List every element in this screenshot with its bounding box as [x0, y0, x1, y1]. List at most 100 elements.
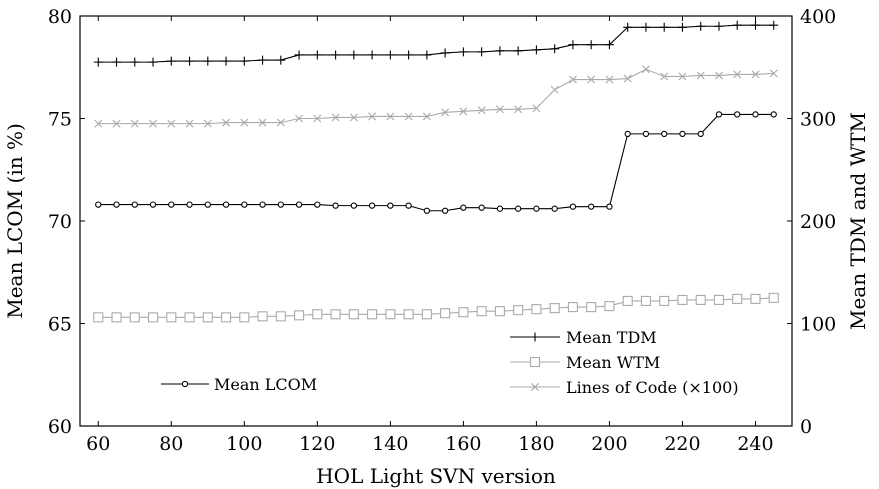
legend-label: Mean WTM [566, 353, 660, 372]
data-point [696, 71, 705, 80]
data-point [733, 70, 742, 79]
x-tick-label: 240 [737, 433, 773, 455]
data-point [642, 130, 650, 138]
data-point [713, 294, 725, 305]
y-right-tick-label: 100 [800, 314, 836, 336]
y-right-tick-label: 200 [800, 211, 836, 233]
data-point [752, 111, 759, 118]
x-tick-label: 100 [226, 433, 262, 455]
series-line [98, 113, 774, 212]
data-point [750, 293, 761, 304]
data-point [386, 112, 395, 121]
data-point [387, 202, 394, 209]
data-point [111, 312, 122, 323]
data-point [276, 118, 285, 127]
data-point [569, 203, 577, 210]
y-left-tick-label: 75 [48, 109, 72, 131]
data-point [769, 20, 779, 30]
data-point [586, 302, 597, 313]
series-2 [94, 65, 778, 128]
data-point [678, 72, 687, 81]
data-point [496, 205, 504, 212]
data-point [422, 50, 432, 60]
y-left-tick-label: 80 [48, 6, 72, 28]
legend-marker [181, 380, 189, 388]
data-point [695, 294, 706, 305]
data-point [239, 312, 250, 323]
data-point [770, 111, 777, 118]
series-3 [95, 111, 777, 214]
data-point [94, 119, 103, 128]
data-point [459, 107, 468, 116]
data-point [203, 56, 213, 66]
data-point [531, 45, 541, 55]
legend-entry: Mean WTM [510, 353, 660, 372]
data-point [495, 46, 505, 56]
data-point [714, 21, 724, 31]
data-point [349, 50, 359, 60]
data-point [606, 203, 613, 210]
legend-label: Mean TDM [566, 328, 657, 347]
data-point [257, 311, 268, 322]
legend-marker [529, 356, 541, 368]
data-point [348, 309, 359, 320]
data-point [258, 55, 268, 65]
data-point [112, 119, 121, 128]
data-point [331, 113, 340, 122]
data-point [314, 201, 321, 208]
legend-label: Lines of Code (×100) [566, 378, 739, 397]
data-point [95, 201, 102, 208]
data-point [734, 111, 741, 118]
data-point [531, 304, 542, 315]
data-point [185, 56, 195, 66]
data-point [587, 75, 596, 84]
data-point [93, 312, 104, 323]
series-0 [93, 20, 779, 67]
data-point [221, 56, 231, 66]
series-line [98, 297, 774, 318]
data-point [148, 57, 158, 67]
data-point [332, 202, 339, 209]
data-point [112, 57, 122, 67]
data-point [184, 312, 195, 323]
data-point [641, 65, 650, 74]
data-point [696, 21, 706, 31]
data-point [513, 305, 524, 316]
legend-entry: Lines of Code (×100) [510, 378, 739, 397]
data-point [385, 309, 396, 320]
x-tick-label: 160 [445, 433, 481, 455]
data-point [494, 306, 505, 317]
data-point [660, 72, 669, 81]
data-point [586, 40, 596, 50]
data-point [659, 22, 669, 32]
data-point [458, 47, 468, 57]
data-point [440, 308, 451, 319]
data-point [367, 50, 377, 60]
data-point [641, 22, 651, 32]
data-point [350, 202, 357, 209]
legend-marker [530, 332, 540, 342]
data-point [147, 312, 159, 323]
y-right-tick-label: 300 [800, 109, 836, 131]
data-point [131, 201, 138, 208]
data-point [222, 201, 230, 208]
ticks: 60 80 100 120 140 160 180 200 220 240 60 65 70 75 80 0 1… [48, 6, 836, 455]
data-point [276, 55, 286, 65]
data-point [677, 294, 688, 305]
data-point [186, 201, 193, 208]
data-point [441, 207, 449, 214]
data-point [551, 205, 558, 212]
x-tick-label: 200 [591, 433, 627, 455]
data-point [312, 309, 323, 320]
data-point [202, 312, 213, 323]
data-point [275, 311, 286, 322]
y-right-tick-label: 0 [800, 416, 812, 438]
data-point [149, 201, 157, 208]
data-point [513, 46, 523, 56]
data-point [533, 205, 540, 212]
data-point [679, 130, 686, 138]
data-point [239, 56, 249, 66]
data-point [277, 201, 284, 208]
y-axis-right-label: Mean TDM and WTM [846, 112, 870, 330]
